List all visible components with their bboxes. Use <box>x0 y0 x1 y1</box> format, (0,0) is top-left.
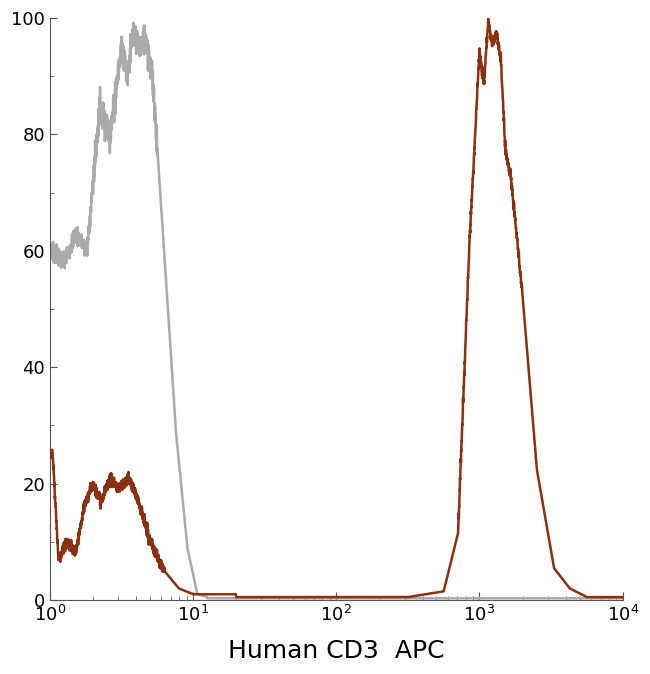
X-axis label: Human CD3  APC: Human CD3 APC <box>228 639 445 663</box>
